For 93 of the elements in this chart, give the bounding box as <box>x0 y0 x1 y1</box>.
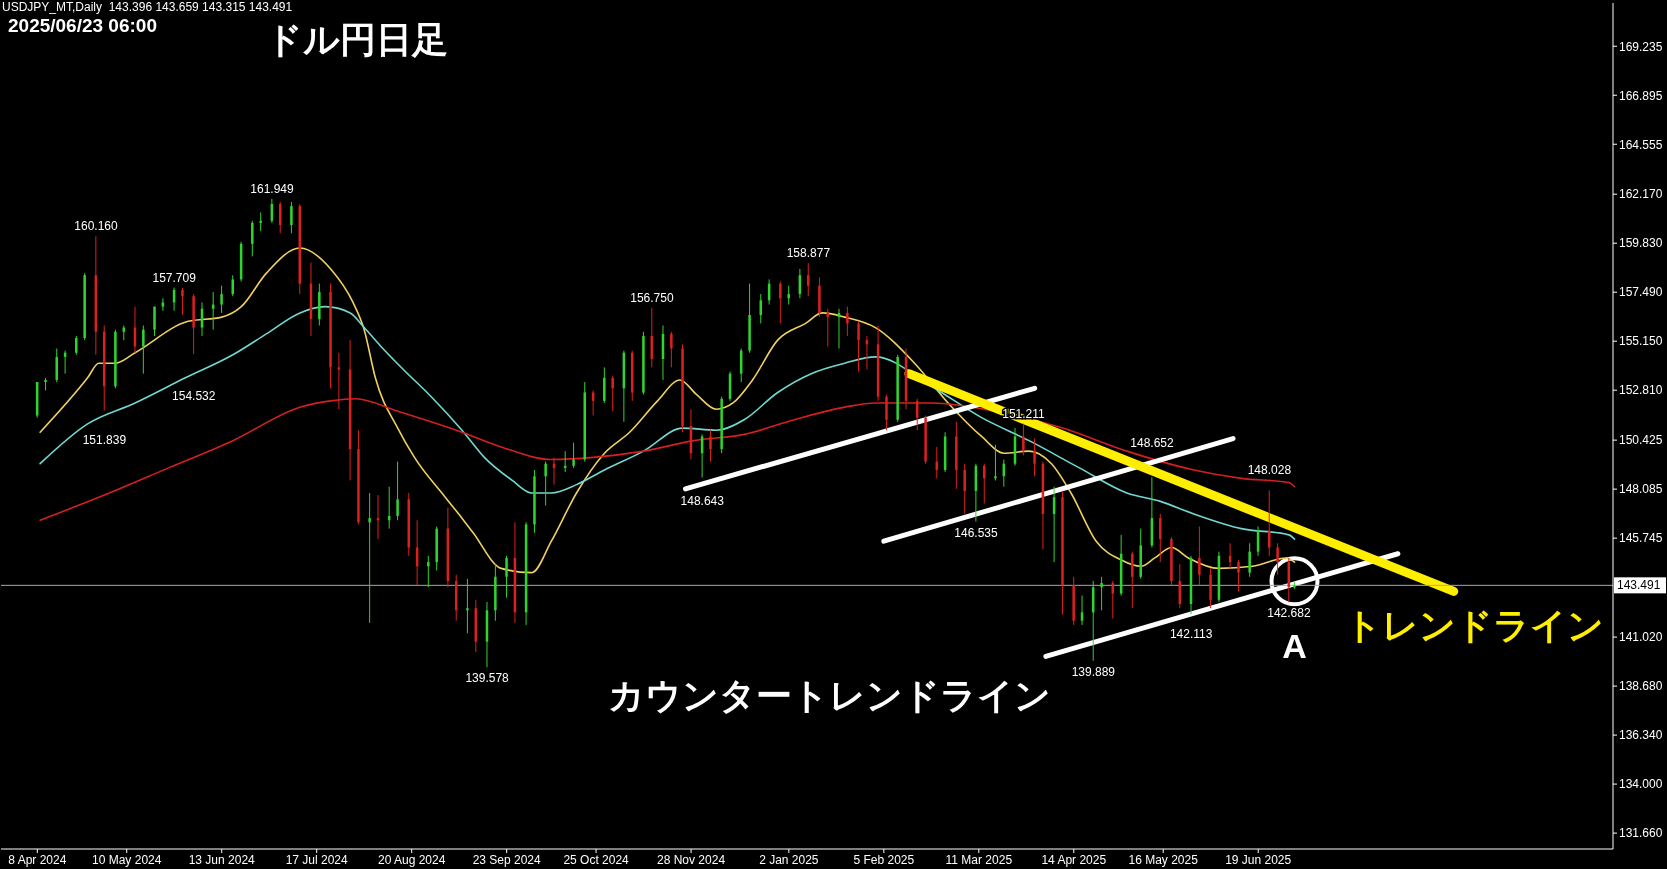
y-tick-label: 164.555 <box>1619 137 1663 152</box>
text: ドル円日足 <box>266 18 448 62</box>
annotation: 148.643 <box>680 493 725 508</box>
y-tick-label: 162.170 <box>1619 187 1663 202</box>
candlestick <box>857 320 860 373</box>
candlestick <box>396 461 399 521</box>
candlestick <box>142 324 145 375</box>
candlestick <box>181 287 184 316</box>
line-series <box>39 247 1296 574</box>
y-tick-label: 155.150 <box>1619 334 1663 349</box>
candlestick <box>603 366 606 404</box>
candlestick <box>807 262 810 297</box>
annotation: 148.028 <box>1247 463 1292 478</box>
candlestick <box>368 492 371 624</box>
candlestick <box>220 285 223 314</box>
annotation: 139.578 <box>465 671 510 686</box>
candlestick <box>153 306 156 337</box>
candlestick <box>779 281 782 324</box>
x-tick-label: 5 Feb 2025 <box>853 852 915 867</box>
annotation: カウンタートレンドライン <box>607 674 1051 718</box>
y-tick-label: 138.680 <box>1619 679 1663 694</box>
candlestick <box>983 463 986 504</box>
candlestick <box>1248 542 1251 578</box>
x-tick-label: 28 Nov 2024 <box>657 852 726 867</box>
y-tick-label: 152.810 <box>1619 383 1663 398</box>
candlestick <box>1159 513 1162 563</box>
candlestick <box>670 331 673 368</box>
annotation: 158.877 <box>786 246 831 261</box>
x-tick-label: 11 Mar 2025 <box>945 852 1013 867</box>
candlestick <box>572 442 575 469</box>
y-tick-label: 134.000 <box>1619 777 1663 792</box>
y-tick-label: 157.490 <box>1619 285 1663 300</box>
candlestick <box>231 274 234 297</box>
y-tick-label: 166.895 <box>1619 88 1663 103</box>
y-tick-label: 159.830 <box>1619 236 1663 251</box>
series-label: トレンドライン <box>1344 605 1604 647</box>
candlestick <box>611 375 614 412</box>
candlestick <box>55 348 58 383</box>
candlestick <box>846 306 849 337</box>
x-tick-label: 14 Apr 2025 <box>1041 852 1107 867</box>
candlestick <box>994 444 997 481</box>
annotation: 142.113 <box>1169 626 1213 641</box>
x-tick-label: 10 May 2024 <box>92 852 162 867</box>
candlestick <box>466 578 469 634</box>
candlestick <box>75 335 78 356</box>
candlestick <box>709 429 712 463</box>
x-tick-label: 8 Apr 2024 <box>8 852 67 867</box>
line-series <box>39 305 1296 540</box>
candlestick <box>1237 559 1240 592</box>
y-tick-label: 150.425 <box>1619 433 1663 448</box>
y-tick-label: 136.340 <box>1619 728 1663 743</box>
candlestick <box>1022 423 1025 456</box>
annotation: 142.682 <box>1267 606 1311 621</box>
annotation: 160.160 <box>74 219 118 234</box>
annotation: 146.535 <box>954 525 999 540</box>
candlestick <box>290 201 293 234</box>
annotation: A <box>1282 627 1307 666</box>
x-tick-label: 16 May 2025 <box>1128 852 1199 867</box>
annotation: 157.709 <box>152 270 197 285</box>
x-tick-label: 19 Jun 2025 <box>1225 852 1292 867</box>
ref-line-label: 143.491 <box>1617 578 1661 593</box>
candlestick <box>1033 438 1036 477</box>
x-tick-label: 13 Jun 2024 <box>188 852 256 867</box>
x-tick-label: 25 Oct 2024 <box>563 852 630 867</box>
text: 2025/06/23 06:00 <box>8 15 157 37</box>
candlestick <box>259 211 262 232</box>
candlestick <box>787 285 790 306</box>
candlestick <box>505 555 508 599</box>
x-tick-label: 2 Jan 2025 <box>759 852 819 867</box>
y-tick-label: 145.745 <box>1619 531 1663 546</box>
x-tick-label: 23 Sep 2024 <box>472 852 542 867</box>
x-tick-label: 17 Jul 2024 <box>285 852 349 867</box>
candlestick <box>1276 542 1279 576</box>
annotation: 156.750 <box>630 290 674 305</box>
annotation: 151.839 <box>82 433 127 448</box>
candlestick <box>161 297 165 312</box>
y-tick-label: 141.020 <box>1619 630 1663 645</box>
annotation: 154.532 <box>172 389 216 404</box>
x-tick-label: 20 Aug 2024 <box>377 852 446 867</box>
candlestick <box>427 555 430 588</box>
y-tick-label: 148.085 <box>1619 482 1663 497</box>
candlestick <box>544 461 547 507</box>
annotation: 139.889 <box>1071 664 1116 679</box>
candlestick <box>251 220 254 257</box>
candlestick <box>1198 526 1201 586</box>
y-tick-label: 131.660 <box>1619 826 1663 841</box>
candlestick <box>963 463 966 515</box>
annotation: 148.652 <box>1130 436 1175 451</box>
candlestick <box>1100 576 1103 611</box>
y-tick-label: 169.235 <box>1619 39 1663 54</box>
annotation: 161.949 <box>250 181 294 196</box>
annotation: USDJPY_MT,Daily 143.396 143.659 143.315 143.491 <box>2 0 293 14</box>
candlestick <box>1131 551 1134 609</box>
